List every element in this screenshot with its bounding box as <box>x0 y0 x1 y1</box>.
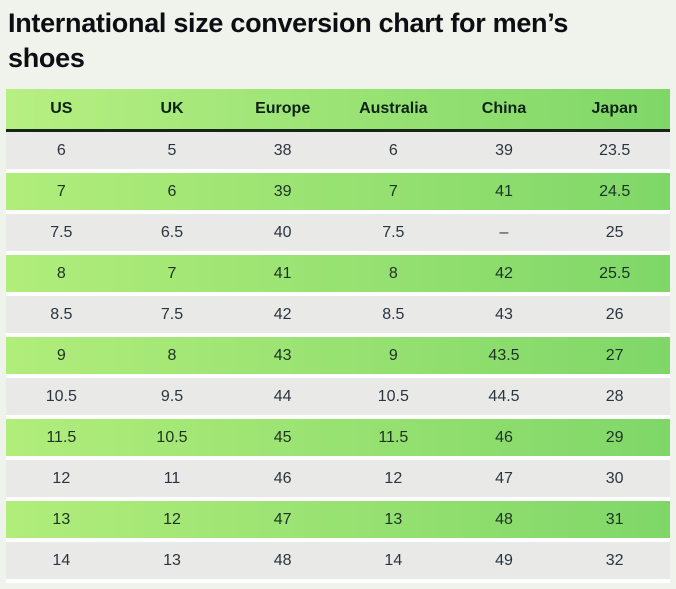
size-cell: 7.5 <box>382 223 405 241</box>
size-cell: 8 <box>388 264 398 282</box>
size-cell: 27 <box>605 346 624 364</box>
size-cell: 42 <box>273 305 292 323</box>
size-cell: 13 <box>52 510 71 528</box>
size-cell: 10.5 <box>156 428 188 446</box>
size-cell: 11 <box>163 469 181 487</box>
size-cell: 41 <box>495 182 513 200</box>
size-cell: 43 <box>273 346 292 364</box>
table-row: 7.5 6.5 40 7.5 – 25 <box>6 214 670 252</box>
table-header-row: US UK Europe Australia China Japan <box>6 89 670 133</box>
size-cell: 26 <box>605 305 624 323</box>
size-cell: 30 <box>605 469 624 487</box>
size-cell: 7 <box>388 182 398 200</box>
size-cell: 8 <box>167 346 177 364</box>
size-cell: 47 <box>273 510 292 528</box>
size-cell: 46 <box>273 469 292 487</box>
size-cell: 46 <box>495 428 513 446</box>
size-cell: 24.5 <box>599 182 631 200</box>
size-cell: 48 <box>495 510 513 528</box>
size-cell: 12 <box>52 469 71 487</box>
size-cell: 48 <box>273 551 292 569</box>
size-cell: 8 <box>56 264 66 282</box>
size-cell: 23.5 <box>599 141 631 159</box>
table-row: 6 5 38 6 39 23.5 <box>6 132 670 170</box>
size-cell: 14 <box>52 551 71 569</box>
table-row: 11.5 10.5 45 11.5 46 29 <box>6 419 670 457</box>
size-cell: 6 <box>388 141 398 159</box>
column-header-japan: Japan <box>591 100 638 118</box>
size-cell: 42 <box>495 264 513 282</box>
column-header-uk: UK <box>160 100 184 118</box>
column-header-china: China <box>481 100 527 118</box>
size-cell: 7 <box>167 264 177 282</box>
table-row: 10.5 9.5 44 10.5 44.5 28 <box>6 378 670 416</box>
size-cell: 13 <box>384 510 403 528</box>
size-cell: 12 <box>384 469 403 487</box>
size-cell: 13 <box>163 551 181 569</box>
column-header-us: US <box>50 100 73 118</box>
size-cell: 7.5 <box>50 223 73 241</box>
size-cell: 32 <box>605 551 624 569</box>
size-cell: 39 <box>273 182 292 200</box>
table-row: 7 6 39 7 41 24.5 <box>6 173 670 211</box>
size-cell: 14 <box>384 551 403 569</box>
size-cell: 8.5 <box>50 305 73 323</box>
size-cell: 10.5 <box>377 387 409 405</box>
table-row: 8.5 7.5 42 8.5 43 26 <box>6 296 670 334</box>
size-cell: 7.5 <box>160 305 184 323</box>
size-cell: 6.5 <box>160 223 184 241</box>
size-cell: 11.5 <box>378 428 409 446</box>
size-cell: 45 <box>273 428 292 446</box>
size-cell: 47 <box>495 469 513 487</box>
size-cell: 44.5 <box>488 387 520 405</box>
size-cell: 29 <box>605 428 624 446</box>
table-row: 8 7 41 8 42 25.5 <box>6 255 670 293</box>
size-cell: 8.5 <box>382 305 405 323</box>
size-cell: 31 <box>605 510 624 528</box>
table-row: 13 12 47 13 48 31 <box>6 501 670 539</box>
size-cell: 28 <box>605 387 624 405</box>
size-cell: 9 <box>388 346 398 364</box>
table-row: 9 8 43 9 43.5 27 <box>6 337 670 375</box>
size-cell: 6 <box>167 182 177 200</box>
size-cell: 9 <box>56 346 66 364</box>
size-cell: 40 <box>273 223 292 241</box>
size-cell: 43.5 <box>488 346 520 364</box>
size-cell: 11.5 <box>46 428 77 446</box>
size-cell: 9.5 <box>160 387 184 405</box>
size-cell: 12 <box>163 510 181 528</box>
size-cell: 41 <box>273 264 292 282</box>
size-cell: 39 <box>495 141 513 159</box>
size-cell: 6 <box>56 141 66 159</box>
size-cell: 5 <box>167 141 177 159</box>
size-cell: 49 <box>495 551 513 569</box>
size-cell: 44 <box>273 387 292 405</box>
size-cell: 38 <box>273 141 292 159</box>
size-cell: 7 <box>56 182 66 200</box>
column-header-australia: Australia <box>359 100 428 118</box>
table-body: 6 5 38 6 39 23.5 7 6 39 7 41 24.5 7.5 6.5 40 7.5 – 25 8 7 41… <box>6 132 670 580</box>
size-cell: – <box>499 223 509 241</box>
size-cell: 10.5 <box>45 387 77 405</box>
table-row: 14 13 48 14 49 32 <box>6 542 670 580</box>
size-conversion-table: US UK Europe Australia China Japan 6 5 38 6… <box>6 89 670 584</box>
column-header-europe: Europe <box>255 100 311 118</box>
table-row: 12 11 46 12 47 30 <box>6 460 670 498</box>
size-cell: 25.5 <box>599 264 631 282</box>
size-cell: 43 <box>495 305 513 323</box>
page-title: International size conversion chart for … <box>8 8 569 74</box>
size-cell: 25 <box>605 223 624 241</box>
